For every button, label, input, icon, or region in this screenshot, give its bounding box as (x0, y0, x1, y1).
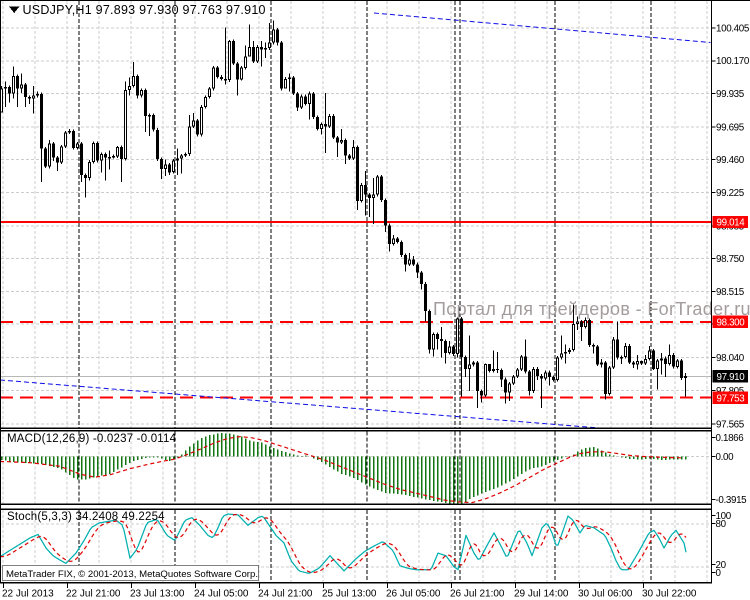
svg-text:99.935: 99.935 (716, 89, 745, 100)
svg-text:-0.3915: -0.3915 (716, 495, 748, 506)
svg-text:MetaTrader FIX, © 2001-2013, M: MetaTrader FIX, © 2001-2013, MetaQuotes … (6, 569, 258, 580)
svg-text:Портал для трейдеров - ForTrad: Портал для трейдеров - ForTrader.ru (433, 299, 750, 319)
svg-text:99.225: 99.225 (716, 188, 745, 199)
svg-text:80: 80 (716, 519, 727, 530)
svg-text:0.1866: 0.1866 (716, 433, 745, 444)
svg-text:98.515: 98.515 (716, 287, 745, 298)
svg-text:99.460: 99.460 (716, 155, 745, 166)
svg-text:USDJPY,H1 97.893 97.930 97.76: USDJPY,H1 97.893 97.930 97.763 97.910 (23, 3, 266, 17)
svg-text:29 Jul 14:00: 29 Jul 14:00 (514, 589, 569, 600)
svg-text:97.805: 97.805 (716, 386, 745, 397)
svg-text:98.750: 98.750 (716, 254, 745, 265)
svg-text:97.753: 97.753 (717, 394, 746, 405)
svg-text:26 Jul 21:00: 26 Jul 21:00 (450, 589, 505, 600)
svg-text:99.695: 99.695 (716, 122, 745, 133)
svg-text:98.300: 98.300 (717, 317, 746, 328)
svg-text:100.405: 100.405 (716, 23, 750, 34)
svg-text:30 Jul 22:00: 30 Jul 22:00 (642, 589, 697, 600)
svg-text:0.00: 0.00 (716, 452, 735, 463)
svg-text:22 Jul 2013: 22 Jul 2013 (2, 589, 54, 600)
svg-text:24 Jul 05:00: 24 Jul 05:00 (194, 589, 249, 600)
svg-text:26 Jul 05:00: 26 Jul 05:00 (386, 589, 441, 600)
svg-text:100.170: 100.170 (716, 56, 750, 67)
svg-text:25 Jul 13:00: 25 Jul 13:00 (322, 589, 377, 600)
svg-text:Stoch(5,3,3) 34.2408 49.2254: Stoch(5,3,3) 34.2408 49.2254 (7, 511, 165, 523)
svg-text:MACD(12,26,9) -0.0237 -0.0114: MACD(12,26,9) -0.0237 -0.0114 (7, 433, 177, 445)
svg-text:23 Jul 13:00: 23 Jul 13:00 (130, 589, 185, 600)
svg-text:100: 100 (716, 511, 732, 522)
svg-text:99.014: 99.014 (717, 218, 746, 229)
svg-text:97.565: 97.565 (716, 419, 745, 430)
svg-text:98.040: 98.040 (716, 353, 745, 364)
svg-text:24 Jul 21:00: 24 Jul 21:00 (258, 589, 313, 600)
svg-text:20: 20 (716, 560, 727, 571)
svg-text:22 Jul 21:00: 22 Jul 21:00 (66, 589, 121, 600)
svg-text:0: 0 (716, 568, 722, 579)
svg-text:30 Jul 06:00: 30 Jul 06:00 (578, 589, 633, 600)
svg-text:97.910: 97.910 (717, 372, 746, 383)
